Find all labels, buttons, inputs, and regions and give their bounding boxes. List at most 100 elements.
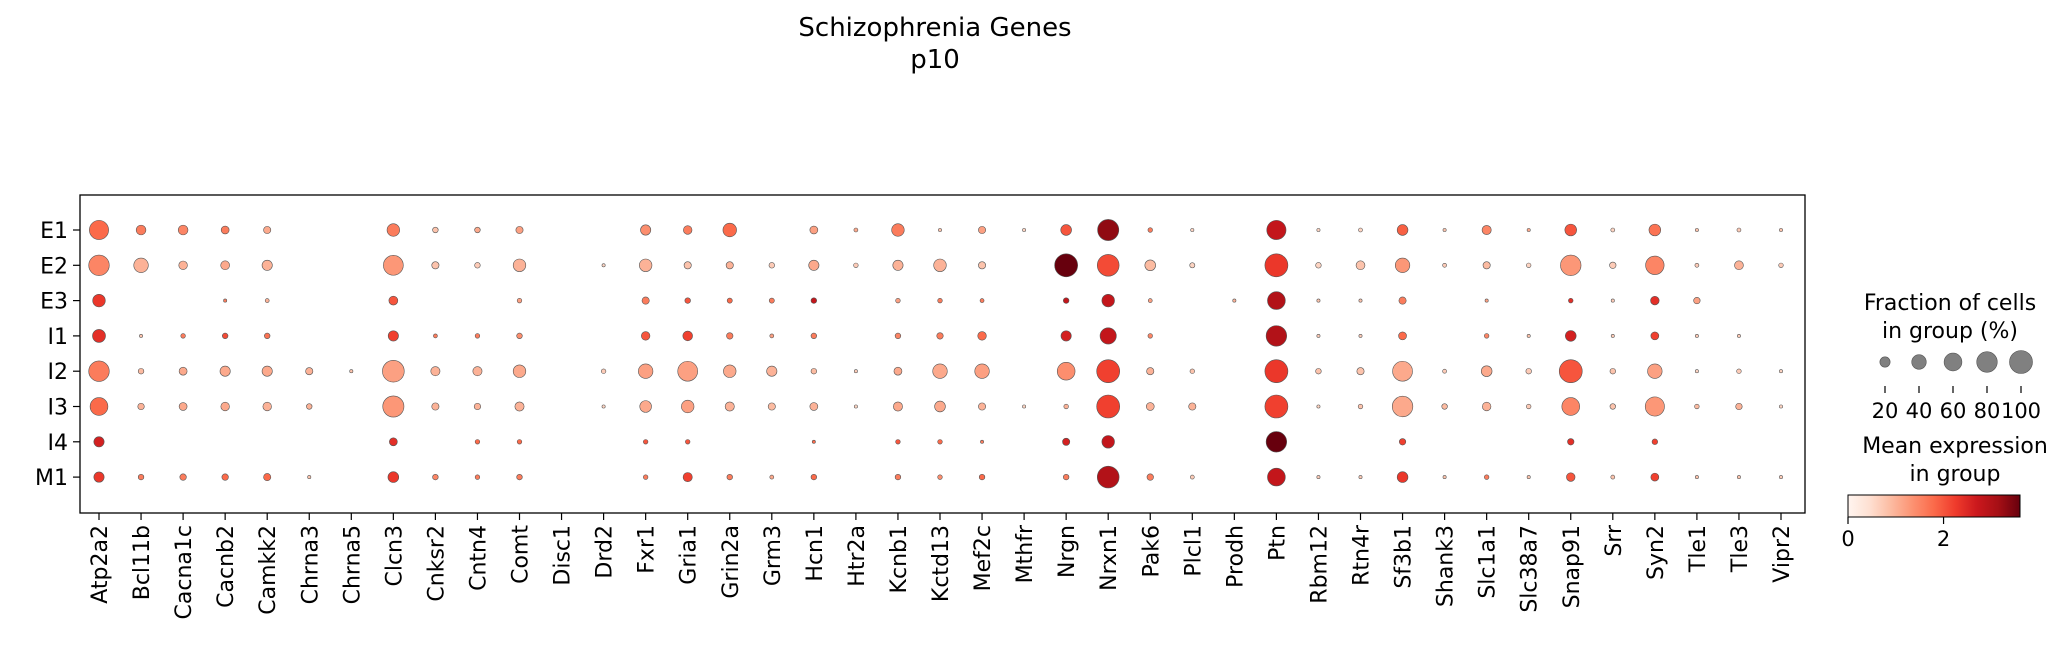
colorbar-tick-label-0: 0	[1841, 527, 1854, 551]
dot-e1-comt	[515, 226, 524, 234]
dot-e2-cnksr2	[431, 261, 440, 270]
dot-e1-gria1	[683, 225, 693, 235]
dot-i1-tle1	[1694, 333, 1699, 338]
dot-i1-hcn1	[810, 332, 817, 340]
dot-e1-plcl1	[1190, 228, 1195, 232]
dot-i2-hcn1	[810, 368, 817, 375]
x-tick-label-shank3: Shank3	[1434, 525, 1459, 607]
dot-e1-bcl11b	[135, 224, 147, 236]
dot-e3-prodh	[1232, 298, 1237, 303]
dot-i4-kcnb1	[895, 439, 901, 445]
dot-e3-syn2	[1650, 295, 1660, 306]
y-tick-label-i1: I1	[48, 325, 69, 350]
dot-e2-slc38a7	[1526, 262, 1532, 268]
dot-i4-clcn3	[389, 437, 398, 447]
x-tick-label-vipr2: Vipr2	[1770, 525, 1795, 583]
dot-i3-srr	[1609, 403, 1616, 410]
dot-i4-comt	[516, 439, 523, 445]
dot-i1-ptn	[1265, 325, 1287, 347]
dot-i2-pak6	[1146, 367, 1155, 376]
dot-e1-vipr2	[1779, 228, 1783, 232]
dot-m1-kcnb1	[894, 473, 902, 481]
dot-e3-grin2a	[726, 297, 733, 304]
dot-m1-syn2	[1650, 472, 1660, 482]
x-tick-label-prodh: Prodh	[1223, 525, 1248, 588]
dots-layer	[88, 219, 1784, 489]
dot-i1-srr	[1610, 333, 1615, 338]
size-legend-label-40: 40	[1906, 399, 1933, 423]
y-tick-label-i4: I4	[48, 431, 69, 456]
dot-i2-rtn4r	[1356, 367, 1365, 376]
dot-i3-slc1a1	[1482, 401, 1492, 412]
dot-e1-rbm12	[1316, 228, 1321, 232]
dot-i4-sf3b1	[1398, 438, 1407, 446]
dot-i2-syn2	[1647, 363, 1663, 379]
dot-m1-rtn4r	[1358, 475, 1363, 480]
dot-e1-rtn4r	[1358, 227, 1363, 233]
dot-e3-grm3	[768, 297, 775, 304]
dot-e3-pak6	[1147, 298, 1153, 303]
dot-i3-hcn1	[809, 402, 819, 411]
x-tick-label-rtn4r: Rtn4r	[1350, 524, 1375, 586]
dot-e1-camkk2	[263, 226, 272, 234]
x-tick-label-tle3: Tle3	[1728, 525, 1753, 573]
dot-i2-plcl1	[1189, 368, 1195, 374]
x-tick-label-disc1: Disc1	[551, 525, 576, 586]
x-tick-label-mef2c: Mef2c	[971, 525, 996, 591]
dot-i2-cntn4	[472, 366, 483, 377]
dot-e2-drd2	[601, 263, 606, 268]
dot-i2-htr2a	[853, 369, 858, 374]
dot-m1-srr	[1610, 474, 1616, 480]
dot-e2-hcn1	[808, 259, 820, 271]
dot-i2-chrna3	[305, 367, 314, 376]
dot-m1-comt	[516, 473, 523, 481]
dot-i2-cnksr2	[430, 366, 441, 377]
y-axis: E1 E2 E3 I1 I2 I3 I4 M1	[35, 219, 80, 491]
dot-i1-camkk2	[264, 332, 271, 340]
dot-e1-snap91	[1564, 223, 1577, 237]
x-tick-label-chrna5: Chrna5	[340, 525, 365, 604]
dot-i3-snap91	[1561, 397, 1580, 416]
colorbar	[1847, 494, 2021, 518]
dot-i4-syn2	[1651, 438, 1658, 445]
x-tick-label-slc38a7: Slc38a7	[1518, 525, 1543, 613]
dot-e2-grm3	[768, 262, 775, 269]
dot-e1-kcnb1	[891, 223, 905, 237]
dot-i2-grin2a	[723, 364, 737, 378]
dot-i1-nrxn1	[1099, 327, 1117, 345]
dot-e1-cnksr2	[432, 226, 439, 234]
size-legend-dots: 20 40 60 80 100	[1872, 350, 2041, 423]
size-legend-dot-100	[2009, 350, 2033, 374]
x-tick-label-kctd13: Kctd13	[929, 525, 954, 602]
dot-i3-vipr2	[1779, 404, 1783, 409]
dot-i2-sf3b1	[1392, 360, 1413, 382]
dot-m1-vipr2	[1779, 475, 1783, 480]
x-tick-label-srr: Srr	[1602, 524, 1627, 557]
size-legend-label-20: 20	[1872, 399, 1899, 423]
x-tick-label-drd2: Drd2	[593, 525, 618, 579]
x-tick-label-clcn3: Clcn3	[382, 525, 407, 587]
dot-e3-comt	[516, 298, 523, 304]
dot-i3-cntn4	[473, 402, 482, 411]
dot-m1-cnksr2	[432, 473, 439, 481]
dot-i3-fxr1	[639, 400, 652, 413]
dot-i2-clcn3	[382, 359, 405, 383]
dot-e1-htr2a	[853, 227, 859, 233]
dot-i1-sf3b1	[1398, 331, 1407, 341]
dot-e2-shank3	[1442, 263, 1447, 268]
x-tick-label-kcnb1: Kcnb1	[887, 525, 912, 593]
size-legend-title-line1: Fraction of cells	[1864, 291, 2036, 316]
size-legend-dot-60	[1943, 352, 1963, 372]
dot-e2-syn2	[1645, 255, 1665, 275]
dot-i3-tle3	[1735, 402, 1743, 411]
y-tick-label-m1: M1	[35, 466, 68, 491]
x-tick-label-rbm12: Rbm12	[1307, 525, 1332, 604]
dot-i2-slc38a7	[1525, 368, 1532, 375]
dot-i1-snap91	[1565, 330, 1577, 342]
dot-i3-nrxn1	[1096, 394, 1120, 419]
dot-i2-slc1a1	[1480, 365, 1493, 377]
y-tick-label-i2: I2	[48, 360, 69, 385]
